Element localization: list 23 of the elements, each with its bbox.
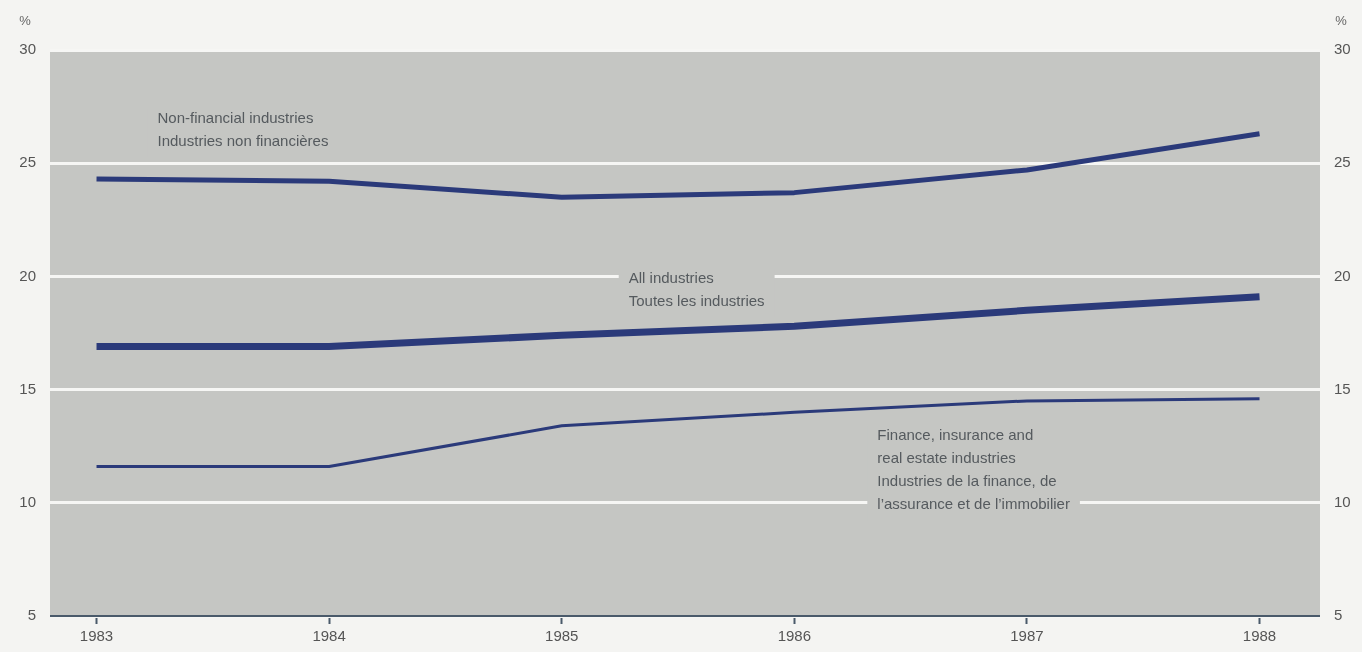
series-label: All industries Toutes les industries xyxy=(628,268,765,309)
text: Non-financial industries Industries non financières xyxy=(157,108,329,149)
y-tick-label: 5 xyxy=(27,606,36,624)
y2-axis-title: % xyxy=(1335,13,1348,29)
y-tick-label: 25 xyxy=(19,153,36,171)
y-tick-label: 20 xyxy=(19,266,36,284)
y2-tick-label: 25 xyxy=(1334,153,1351,171)
y-axis-title: % xyxy=(19,13,32,29)
y2-tick-label: 20 xyxy=(1334,266,1351,284)
x-tick-label: 1985 xyxy=(545,627,579,645)
x-tick-label: 1986 xyxy=(777,627,812,645)
y2-tick-label: 15 xyxy=(1334,379,1351,397)
y2-tick-label: 10 xyxy=(1334,492,1351,510)
x-tick-label: 1988 xyxy=(1242,627,1277,645)
y2-tick-label: 5 xyxy=(1334,606,1343,624)
y-tick-label: 15 xyxy=(19,379,36,397)
x-tick-label: 1987 xyxy=(1010,627,1044,645)
y-tick-label: 30 xyxy=(19,40,36,58)
y2-tick-label: 30 xyxy=(1334,40,1351,58)
y-tick-label: 10 xyxy=(19,492,36,510)
x-tick-label: 1983 xyxy=(79,627,114,645)
series-label: Finance, insurance and real estate industries Industries de la finance, de l’assurance et de l’immobilier xyxy=(877,425,1070,512)
x-tick-label: 1984 xyxy=(312,627,346,645)
